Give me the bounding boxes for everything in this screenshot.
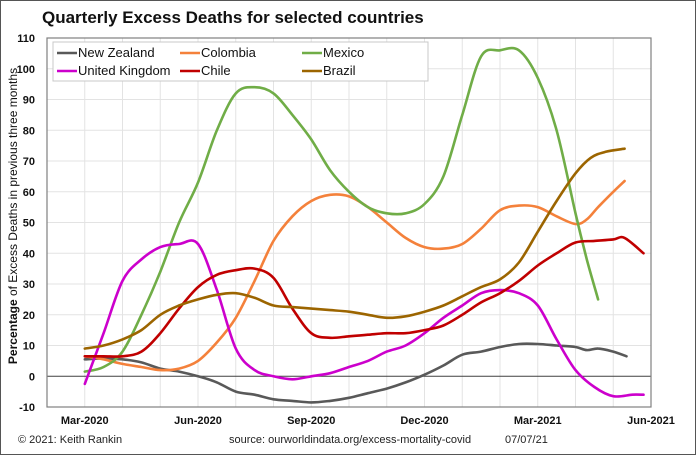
legend-label-united-kingdom: United Kingdom	[78, 63, 171, 78]
legend-label-colombia: Colombia	[201, 45, 257, 60]
x-tick-label: Jun-2020	[174, 415, 222, 427]
y-tick-label: 110	[17, 33, 35, 45]
y-tick-label: 50	[23, 218, 35, 230]
y-tick-label: 0	[29, 371, 35, 383]
grid	[46, 37, 652, 408]
y-tick-label: 60	[23, 187, 35, 199]
chart-title: Quarterly Excess Deaths for selected cou…	[42, 8, 424, 27]
series-line-mexico	[83, 46, 600, 373]
legend-label-chile: Chile	[201, 63, 231, 78]
legend-box	[52, 41, 429, 82]
y-tick-label: 80	[23, 125, 35, 137]
x-tick-label: Dec-2020	[400, 415, 448, 427]
y-tick-label: 100	[17, 64, 35, 76]
y-tick-label: 10	[23, 341, 35, 353]
x-tick-label: Jun-2021	[627, 415, 675, 427]
footer-source: source: ourworldindata.org/excess-mortal…	[229, 434, 472, 446]
y-tick-label: 70	[23, 156, 35, 168]
series-lines	[83, 46, 645, 404]
x-tick-label: Mar-2021	[514, 415, 562, 427]
series-line-new-zealand	[83, 342, 628, 404]
legend-label-brazil: Brazil	[323, 63, 356, 78]
y-tick-label: 30	[23, 279, 35, 291]
legend-label-mexico: Mexico	[323, 45, 364, 60]
x-tick-label: Sep-2020	[287, 415, 335, 427]
footer-copyright: © 2021: Keith Rankin	[18, 434, 123, 446]
y-tick-label: 90	[23, 95, 35, 107]
legend: New Zealand Colombia Mexico United Kingdom C…	[52, 41, 429, 82]
x-ticks: Mar-2020 Jun-2020 Sep-2020 Dec-2020 Mar-2021…	[61, 415, 675, 427]
y-ticks: -10 0 10 20 30 40 50 60 70 80 90 100 110	[17, 33, 35, 414]
series-line-brazil	[83, 147, 626, 350]
y-tick-label: 20	[23, 310, 35, 322]
series-line-united-kingdom	[83, 239, 645, 398]
series-line-chile	[83, 235, 645, 358]
x-tick-label: Mar-2020	[61, 415, 109, 427]
plot-border	[46, 37, 652, 408]
footer-date: 07/07/21	[505, 434, 548, 446]
y-tick-label: 40	[23, 248, 35, 260]
legend-label-new-zealand: New Zealand	[78, 45, 155, 60]
y-tick-label: -10	[19, 402, 35, 414]
